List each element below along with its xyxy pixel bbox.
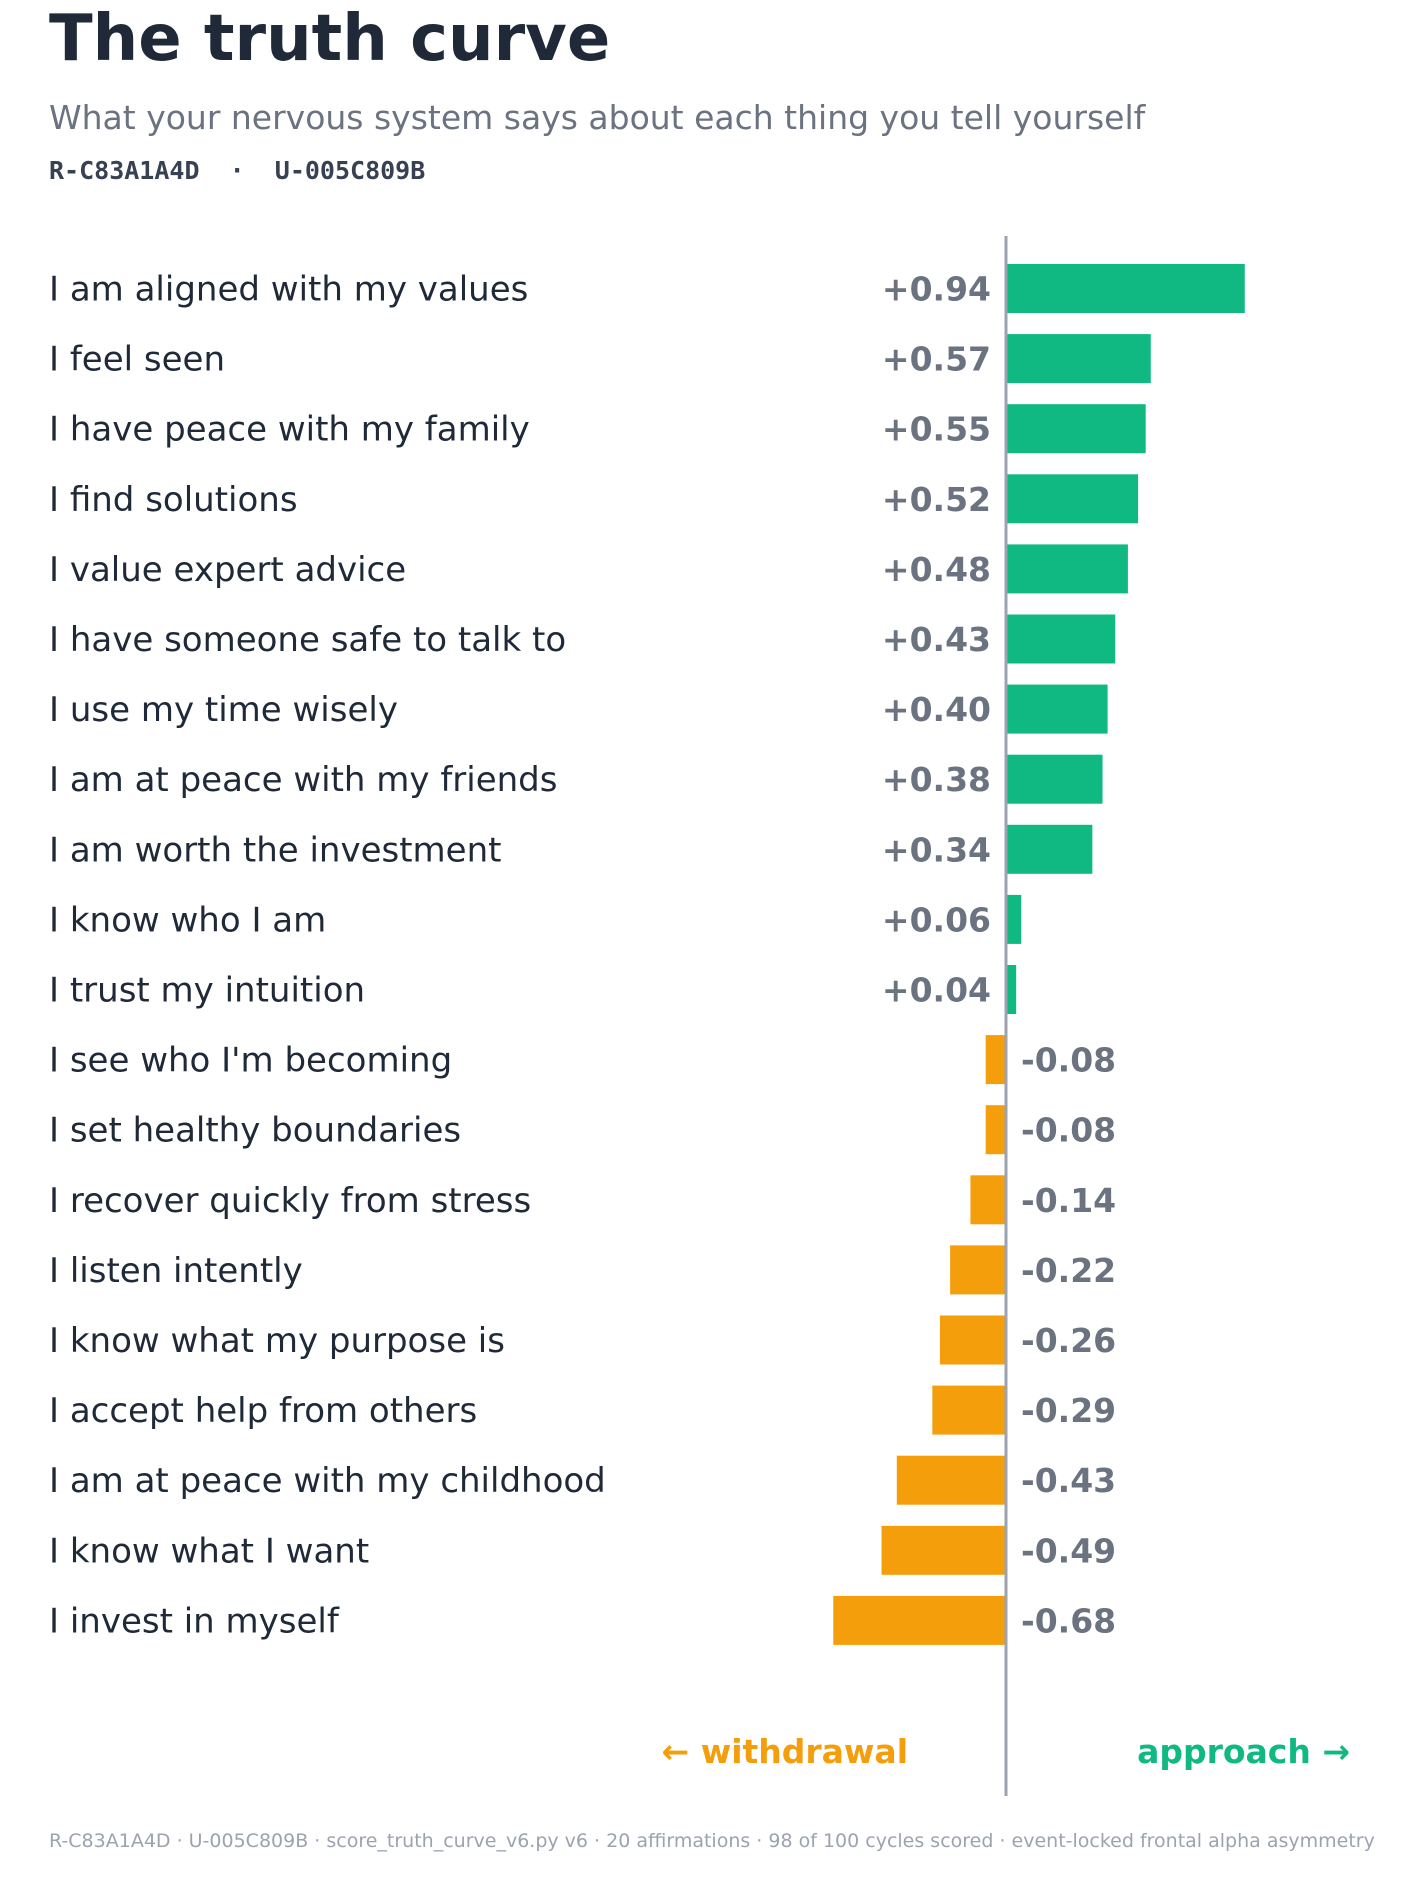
chart-row: I know what I want -0.49	[49, 1525, 1116, 1575]
chart-row: I am at peace with my childhood -0.43	[49, 1455, 1116, 1505]
withdrawal-bar	[970, 1175, 1006, 1225]
value-label: +0.94	[882, 270, 991, 309]
chart-row: I am at peace with my friends +0.38	[49, 754, 1103, 804]
category-label: I use my time wisely	[49, 690, 398, 730]
chart-row: I find solutions +0.52	[49, 474, 1139, 524]
withdrawal-bar	[896, 1455, 1006, 1505]
category-label: I am aligned with my values	[49, 270, 528, 310]
approach-bar	[1006, 544, 1128, 594]
chart-row: I know who I am +0.06	[49, 894, 1022, 944]
chart-row: I set healthy boundaries -0.08	[49, 1105, 1116, 1155]
value-label: -0.43	[1021, 1461, 1116, 1500]
value-label: -0.22	[1021, 1251, 1116, 1290]
category-label: I set healthy boundaries	[49, 1111, 461, 1151]
page-subtitle: What your nervous system says about each…	[49, 98, 1146, 137]
approach-bar	[1006, 404, 1146, 454]
value-label: +0.48	[882, 550, 991, 589]
approach-bar	[1006, 684, 1108, 734]
chart-row: I recover quickly from stress -0.14	[49, 1175, 1116, 1225]
approach-bar	[1006, 334, 1151, 384]
value-label: +0.55	[882, 410, 991, 449]
chart-row: I invest in myself -0.68	[49, 1595, 1116, 1645]
category-label: I accept help from others	[49, 1391, 477, 1431]
value-label: -0.26	[1021, 1321, 1116, 1360]
bars-group: I am aligned with my values +0.94 I feel s…	[49, 264, 1245, 1645]
approach-bar	[1006, 824, 1093, 874]
approach-bar	[1006, 264, 1245, 313]
withdrawal-bar	[985, 1105, 1006, 1155]
chart-row: I use my time wisely +0.40	[49, 684, 1108, 734]
chart-row: I am worth the investment +0.34	[49, 824, 1093, 874]
chart-row: I see who I'm becoming -0.08	[49, 1035, 1116, 1085]
chart-row: I listen intently -0.22	[49, 1245, 1116, 1295]
category-label: I find solutions	[49, 480, 298, 520]
category-label: I listen intently	[49, 1251, 303, 1291]
value-label: +0.43	[882, 620, 991, 659]
value-label: +0.04	[882, 971, 991, 1010]
value-label: -0.14	[1021, 1181, 1116, 1220]
approach-bar	[1006, 474, 1139, 524]
category-label: I know what my purpose is	[49, 1321, 505, 1361]
withdrawal-bar	[950, 1245, 1006, 1295]
value-label: -0.08	[1021, 1111, 1116, 1150]
category-label: I trust my intuition	[49, 971, 365, 1011]
value-label: +0.06	[882, 900, 991, 939]
chart-row: I have peace with my family +0.55	[49, 404, 1146, 454]
withdrawal-bar	[985, 1035, 1006, 1085]
approach-bar	[1006, 754, 1103, 804]
withdrawal-bar	[881, 1525, 1006, 1575]
footer-meta: R-C83A1A4D · U-005C809B · score_truth_cu…	[49, 1830, 1375, 1852]
category-label: I have peace with my family	[49, 410, 530, 450]
approach-bar	[1006, 614, 1116, 664]
value-label: +0.40	[882, 690, 991, 729]
chart-row: I trust my intuition +0.04	[49, 965, 1017, 1014]
category-label: I know what I want	[49, 1531, 369, 1571]
approach-label: approach →	[1137, 1732, 1350, 1771]
category-label: I know who I am	[49, 900, 326, 940]
chart-row: I know what my purpose is -0.26	[49, 1315, 1116, 1365]
value-label: -0.68	[1021, 1601, 1116, 1640]
value-label: -0.29	[1021, 1391, 1116, 1430]
withdrawal-bar	[932, 1385, 1006, 1435]
value-label: +0.38	[882, 760, 991, 799]
value-label: -0.08	[1021, 1041, 1116, 1080]
approach-bar	[1006, 965, 1017, 1014]
category-label: I value expert advice	[49, 550, 406, 590]
category-label: I invest in myself	[49, 1601, 340, 1641]
approach-bar	[1006, 894, 1022, 944]
value-label: +0.34	[882, 830, 991, 869]
chart-row: I accept help from others -0.29	[49, 1385, 1116, 1435]
category-label: I feel seen	[49, 340, 225, 380]
category-label: I am at peace with my childhood	[49, 1461, 606, 1501]
chart-row: I value expert advice +0.48	[49, 544, 1128, 594]
value-label: +0.52	[882, 480, 991, 519]
page-title: The truth curve	[49, 2, 611, 76]
session-ids: R-C83A1A4D · U-005C809B	[49, 156, 426, 185]
value-label: +0.57	[882, 340, 991, 379]
category-label: I am worth the investment	[49, 830, 501, 870]
chart-row: I feel seen +0.57	[49, 334, 1151, 384]
withdrawal-bar	[833, 1595, 1006, 1645]
chart-row: I am aligned with my values +0.94	[49, 264, 1245, 313]
category-label: I see who I'm becoming	[49, 1041, 452, 1081]
withdrawal-bar	[939, 1315, 1006, 1365]
category-label: I recover quickly from stress	[49, 1181, 531, 1221]
withdrawal-label: ← withdrawal	[662, 1732, 908, 1771]
category-label: I have someone safe to talk to	[49, 620, 566, 660]
value-label: -0.49	[1021, 1531, 1116, 1570]
chart-row: I have someone safe to talk to +0.43	[49, 614, 1116, 664]
category-label: I am at peace with my friends	[49, 760, 557, 800]
